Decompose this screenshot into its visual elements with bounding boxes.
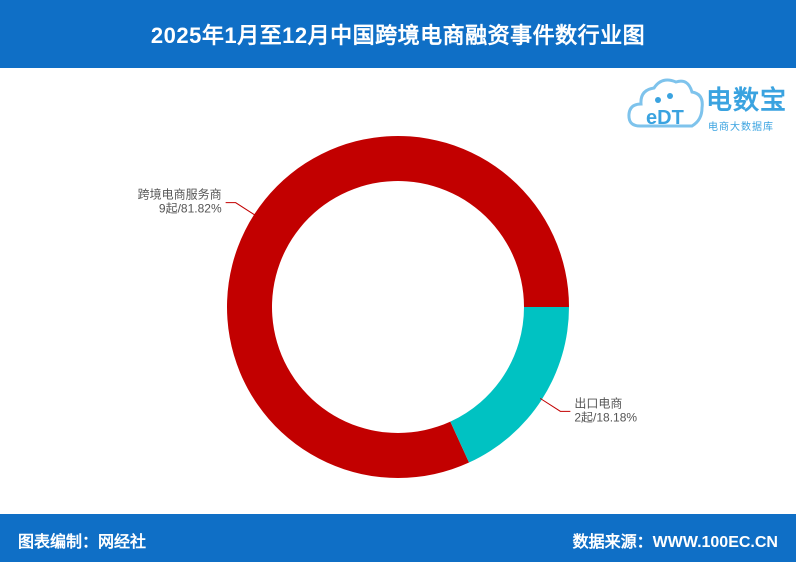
- slice-value-label: 2起/18.18%: [574, 410, 637, 424]
- logo-tagline: 电商大数据库: [708, 122, 774, 133]
- footer-credit: 图表编制：网经社: [18, 534, 147, 551]
- footer-source: 数据来源：WWW.100EC.CN: [572, 534, 778, 551]
- donut-slice: [450, 307, 569, 463]
- slice-label: 出口电商: [574, 395, 622, 410]
- cloud-logo-icon: eDT: [627, 78, 704, 129]
- title-bar: 2025年1月至12月中国跨境电商融资事件数行业图: [0, 0, 796, 68]
- footer-bar: 图表编制：网经社 数据来源：WWW.100EC.CN: [0, 514, 796, 562]
- leader-line: [539, 397, 571, 412]
- page-title: 2025年1月至12月中国跨境电商融资事件数行业图: [150, 23, 646, 48]
- slice-value-label: 9起/81.82%: [159, 202, 222, 216]
- logo-mark: eDT: [646, 107, 684, 129]
- leader-line: [225, 202, 257, 217]
- logo-name: 电数宝: [706, 85, 788, 115]
- brand-logo: eDT 电数宝 电商大数据库: [626, 74, 792, 138]
- slice-label: 跨境电商服务商: [138, 187, 222, 202]
